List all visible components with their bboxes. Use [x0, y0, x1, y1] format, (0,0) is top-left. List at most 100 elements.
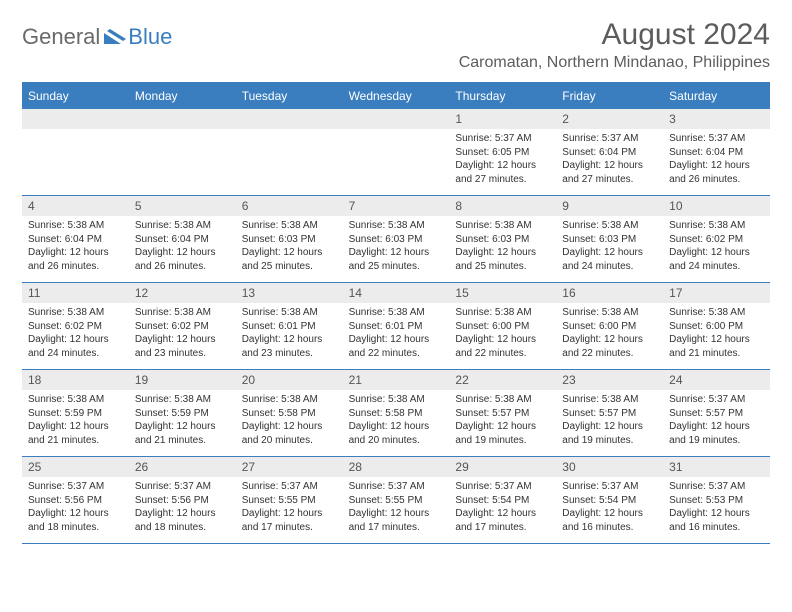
sunset-text: Sunset: 6:03 PM — [455, 233, 550, 247]
day-number: 11 — [22, 283, 129, 303]
location-subtitle: Caromatan, Northern Mindanao, Philippine… — [459, 54, 770, 72]
sunrise-text: Sunrise: 5:38 AM — [669, 306, 764, 320]
sunset-text: Sunset: 6:01 PM — [242, 320, 337, 334]
week-row: 25Sunrise: 5:37 AMSunset: 5:56 PMDayligh… — [22, 457, 770, 544]
weekday-header: Saturday — [663, 84, 770, 109]
day-number: 23 — [556, 370, 663, 390]
day-cell: 28Sunrise: 5:37 AMSunset: 5:55 PMDayligh… — [343, 457, 450, 543]
day-number: 26 — [129, 457, 236, 477]
sunrise-text: Sunrise: 5:38 AM — [349, 306, 444, 320]
sunset-text: Sunset: 6:04 PM — [28, 233, 123, 247]
day-body: Sunrise: 5:37 AMSunset: 6:05 PMDaylight:… — [449, 129, 556, 192]
logo-text-blue: Blue — [128, 24, 172, 50]
sunset-text: Sunset: 6:00 PM — [455, 320, 550, 334]
day-cell: 2Sunrise: 5:37 AMSunset: 6:04 PMDaylight… — [556, 109, 663, 195]
day-number: 1 — [449, 109, 556, 129]
daylight-text: Daylight: 12 hours and 22 minutes. — [349, 333, 444, 360]
day-body: Sunrise: 5:37 AMSunset: 5:56 PMDaylight:… — [129, 477, 236, 540]
day-number: 21 — [343, 370, 450, 390]
day-number: 28 — [343, 457, 450, 477]
sunrise-text: Sunrise: 5:38 AM — [349, 393, 444, 407]
sunset-text: Sunset: 6:00 PM — [669, 320, 764, 334]
weekday-header: Thursday — [449, 84, 556, 109]
day-cell: 15Sunrise: 5:38 AMSunset: 6:00 PMDayligh… — [449, 283, 556, 369]
day-cell: 13Sunrise: 5:38 AMSunset: 6:01 PMDayligh… — [236, 283, 343, 369]
title-block: August 2024 Caromatan, Northern Mindanao… — [459, 18, 770, 72]
day-body: Sunrise: 5:37 AMSunset: 5:54 PMDaylight:… — [449, 477, 556, 540]
sunrise-text: Sunrise: 5:38 AM — [455, 306, 550, 320]
day-cell: 6Sunrise: 5:38 AMSunset: 6:03 PMDaylight… — [236, 196, 343, 282]
sunset-text: Sunset: 6:01 PM — [349, 320, 444, 334]
day-number: 24 — [663, 370, 770, 390]
day-number: 25 — [22, 457, 129, 477]
day-body: Sunrise: 5:38 AMSunset: 6:04 PMDaylight:… — [129, 216, 236, 279]
sunrise-text: Sunrise: 5:38 AM — [28, 219, 123, 233]
day-body: Sunrise: 5:38 AMSunset: 6:04 PMDaylight:… — [22, 216, 129, 279]
day-body: Sunrise: 5:37 AMSunset: 6:04 PMDaylight:… — [663, 129, 770, 192]
day-cell: 5Sunrise: 5:38 AMSunset: 6:04 PMDaylight… — [129, 196, 236, 282]
day-body: Sunrise: 5:38 AMSunset: 6:01 PMDaylight:… — [236, 303, 343, 366]
week-row: 1Sunrise: 5:37 AMSunset: 6:05 PMDaylight… — [22, 109, 770, 196]
sunrise-text: Sunrise: 5:38 AM — [135, 306, 230, 320]
sunrise-text: Sunrise: 5:37 AM — [135, 480, 230, 494]
day-body: Sunrise: 5:38 AMSunset: 5:59 PMDaylight:… — [22, 390, 129, 453]
day-body: Sunrise: 5:38 AMSunset: 6:03 PMDaylight:… — [343, 216, 450, 279]
daylight-text: Daylight: 12 hours and 26 minutes. — [669, 159, 764, 186]
sunrise-text: Sunrise: 5:37 AM — [669, 132, 764, 146]
sunrise-text: Sunrise: 5:38 AM — [242, 219, 337, 233]
day-body: Sunrise: 5:38 AMSunset: 6:03 PMDaylight:… — [449, 216, 556, 279]
sunrise-text: Sunrise: 5:38 AM — [28, 393, 123, 407]
day-cell: 7Sunrise: 5:38 AMSunset: 6:03 PMDaylight… — [343, 196, 450, 282]
sunrise-text: Sunrise: 5:37 AM — [455, 480, 550, 494]
day-cell: 18Sunrise: 5:38 AMSunset: 5:59 PMDayligh… — [22, 370, 129, 456]
daylight-text: Daylight: 12 hours and 19 minutes. — [455, 420, 550, 447]
daylight-text: Daylight: 12 hours and 19 minutes. — [669, 420, 764, 447]
sunrise-text: Sunrise: 5:37 AM — [669, 480, 764, 494]
weekday-header: Wednesday — [343, 84, 450, 109]
empty-day-number — [236, 109, 343, 129]
sunset-text: Sunset: 6:03 PM — [562, 233, 657, 247]
day-body: Sunrise: 5:38 AMSunset: 5:58 PMDaylight:… — [343, 390, 450, 453]
sunset-text: Sunset: 6:00 PM — [562, 320, 657, 334]
empty-day-number — [22, 109, 129, 129]
daylight-text: Daylight: 12 hours and 24 minutes. — [562, 246, 657, 273]
day-number: 2 — [556, 109, 663, 129]
day-body: Sunrise: 5:38 AMSunset: 5:57 PMDaylight:… — [449, 390, 556, 453]
day-body: Sunrise: 5:38 AMSunset: 5:57 PMDaylight:… — [556, 390, 663, 453]
day-cell: 12Sunrise: 5:38 AMSunset: 6:02 PMDayligh… — [129, 283, 236, 369]
sunset-text: Sunset: 6:04 PM — [135, 233, 230, 247]
sunrise-text: Sunrise: 5:37 AM — [562, 132, 657, 146]
day-number: 30 — [556, 457, 663, 477]
daylight-text: Daylight: 12 hours and 16 minutes. — [669, 507, 764, 534]
day-cell: 20Sunrise: 5:38 AMSunset: 5:58 PMDayligh… — [236, 370, 343, 456]
day-number: 3 — [663, 109, 770, 129]
empty-day-number — [343, 109, 450, 129]
day-body: Sunrise: 5:37 AMSunset: 5:53 PMDaylight:… — [663, 477, 770, 540]
sunset-text: Sunset: 5:58 PM — [242, 407, 337, 421]
sunrise-text: Sunrise: 5:38 AM — [28, 306, 123, 320]
day-number: 4 — [22, 196, 129, 216]
daylight-text: Daylight: 12 hours and 22 minutes. — [562, 333, 657, 360]
day-number: 13 — [236, 283, 343, 303]
sunrise-text: Sunrise: 5:37 AM — [242, 480, 337, 494]
day-body: Sunrise: 5:38 AMSunset: 6:03 PMDaylight:… — [556, 216, 663, 279]
month-title: August 2024 — [459, 18, 770, 52]
weeks-container: 1Sunrise: 5:37 AMSunset: 6:05 PMDaylight… — [22, 109, 770, 544]
day-cell: 11Sunrise: 5:38 AMSunset: 6:02 PMDayligh… — [22, 283, 129, 369]
sunrise-text: Sunrise: 5:38 AM — [669, 219, 764, 233]
day-number: 16 — [556, 283, 663, 303]
daylight-text: Daylight: 12 hours and 17 minutes. — [242, 507, 337, 534]
day-cell: 24Sunrise: 5:37 AMSunset: 5:57 PMDayligh… — [663, 370, 770, 456]
daylight-text: Daylight: 12 hours and 21 minutes. — [28, 420, 123, 447]
sunrise-text: Sunrise: 5:37 AM — [349, 480, 444, 494]
sunrise-text: Sunrise: 5:38 AM — [349, 219, 444, 233]
day-cell: 1Sunrise: 5:37 AMSunset: 6:05 PMDaylight… — [449, 109, 556, 195]
day-body: Sunrise: 5:38 AMSunset: 6:00 PMDaylight:… — [449, 303, 556, 366]
day-number: 5 — [129, 196, 236, 216]
day-body: Sunrise: 5:37 AMSunset: 5:55 PMDaylight:… — [343, 477, 450, 540]
sunrise-text: Sunrise: 5:37 AM — [669, 393, 764, 407]
sunrise-text: Sunrise: 5:38 AM — [562, 306, 657, 320]
day-cell — [22, 109, 129, 195]
sunset-text: Sunset: 6:03 PM — [349, 233, 444, 247]
day-body: Sunrise: 5:38 AMSunset: 5:59 PMDaylight:… — [129, 390, 236, 453]
